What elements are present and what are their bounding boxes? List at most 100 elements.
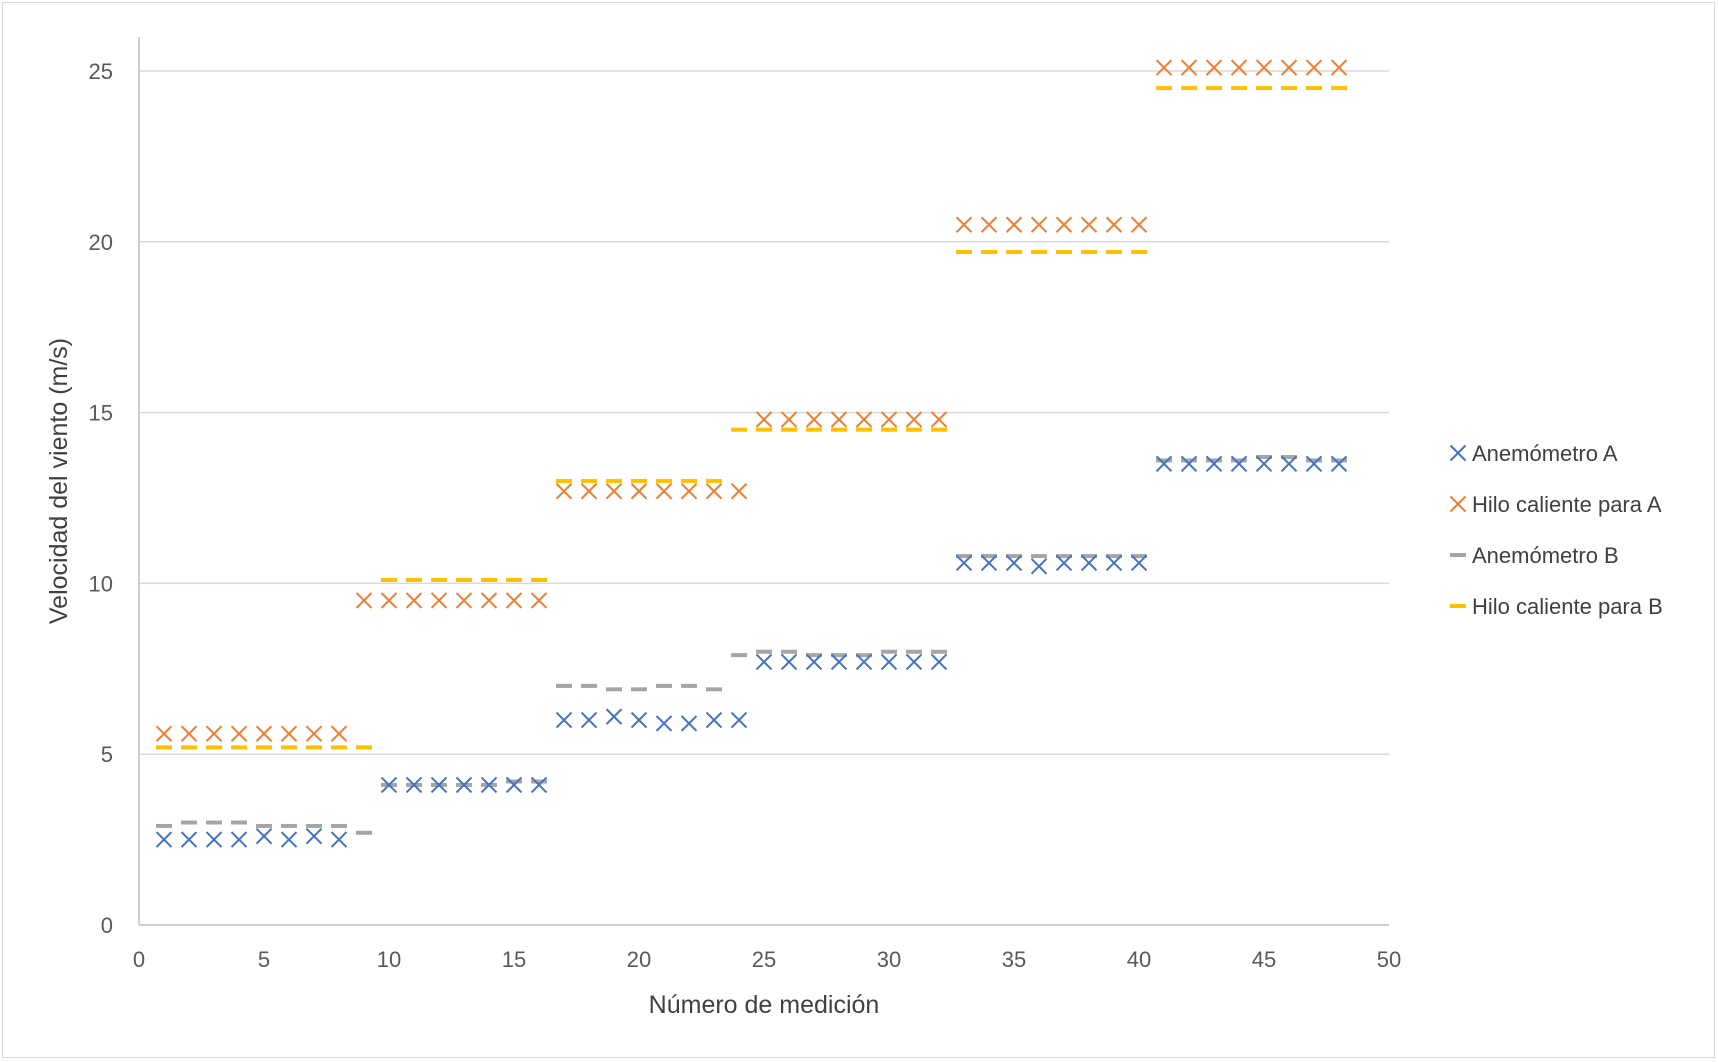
tick-labels: 0 5 10 15 20 25 0 5 10 15 20 25 30 35 40 45 50: [89, 59, 1402, 972]
data-point: [280, 725, 298, 742]
data-point: [530, 592, 548, 609]
data-point: [380, 776, 398, 794]
data-point: [780, 411, 798, 428]
data-point: [755, 411, 773, 428]
data-point: [605, 708, 623, 725]
data-point: [1330, 59, 1348, 76]
data-point: [1280, 59, 1298, 76]
data-point: [505, 592, 523, 609]
data-point: [1005, 554, 1023, 572]
data-point: [480, 776, 498, 794]
data-point: [180, 725, 198, 742]
data-point: [680, 482, 698, 500]
data-point: [305, 827, 323, 845]
data-point: [380, 592, 398, 609]
data-point: [955, 216, 973, 233]
data-point: [455, 776, 473, 794]
data-point: [155, 831, 173, 848]
data-point: [1105, 554, 1123, 572]
data-point: [230, 831, 248, 848]
data-point: [280, 831, 298, 848]
data-point: [405, 776, 423, 794]
data-point: [580, 482, 598, 500]
data-point: [1205, 455, 1223, 473]
data-point: [930, 653, 948, 671]
data-point: [230, 725, 248, 742]
data-point: [630, 482, 648, 500]
data-point: [255, 827, 273, 845]
data-point: [805, 411, 823, 428]
data-point: [655, 482, 673, 500]
data-point: [705, 482, 723, 500]
data-point: [455, 592, 473, 609]
data-point: [330, 831, 348, 848]
x-tick-label: 50: [1377, 947, 1401, 972]
x-tick-label: 5: [258, 947, 270, 972]
grid-lines: [139, 70, 1389, 755]
data-point: [655, 715, 673, 732]
data-point: [630, 711, 648, 729]
data-point: [855, 411, 873, 428]
data-point: [930, 411, 948, 428]
data-point: [980, 554, 998, 572]
series-0: [155, 455, 1348, 848]
data-point: [155, 725, 173, 742]
x-tick-label: 10: [377, 947, 401, 972]
data-point: [355, 592, 373, 609]
data-point: [605, 482, 623, 500]
data-point: [780, 653, 798, 671]
data-point: [880, 411, 898, 428]
legend-label: Hilo caliente para A: [1472, 492, 1662, 517]
legend-label: Anemómetro A: [1472, 441, 1618, 466]
data-point: [180, 831, 198, 848]
y-tick-label: 15: [89, 401, 113, 426]
data-point: [955, 554, 973, 572]
x-tick-label: 35: [1002, 947, 1026, 972]
data-point: [855, 653, 873, 671]
data-point: [430, 592, 448, 609]
y-tick-label: 0: [101, 913, 113, 938]
data-point: [1080, 554, 1098, 572]
data-marks: [155, 59, 1348, 848]
x-tick-label: 20: [627, 947, 651, 972]
x-tick-label: 45: [1252, 947, 1276, 972]
data-point: [555, 482, 573, 500]
data-point: [1255, 455, 1273, 473]
data-point: [755, 653, 773, 671]
data-point: [405, 592, 423, 609]
y-axis-title: Velocidad del viento (m/s): [45, 338, 73, 624]
data-point: [1230, 59, 1248, 76]
y-tick-label: 5: [101, 742, 113, 767]
legend-label: Hilo caliente para B: [1472, 594, 1663, 619]
data-point: [730, 711, 748, 729]
data-point: [730, 482, 748, 500]
legend-label: Anemómetro B: [1472, 543, 1619, 568]
y-tick-label: 10: [89, 571, 113, 596]
axes: [138, 37, 1389, 926]
data-point: [905, 653, 923, 671]
data-point: [430, 776, 448, 794]
data-point: [1105, 216, 1123, 233]
data-point: [680, 715, 698, 732]
data-point: [255, 725, 273, 742]
x-tick-label: 40: [1127, 947, 1151, 972]
x-tick-label: 30: [877, 947, 901, 972]
data-point: [1280, 455, 1298, 473]
data-point: [980, 216, 998, 233]
data-point: [505, 776, 523, 794]
data-point: [1305, 455, 1323, 473]
data-point: [1130, 554, 1148, 572]
legend-marker: [1449, 495, 1467, 513]
data-point: [905, 411, 923, 428]
data-point: [1130, 216, 1148, 233]
data-point: [1305, 59, 1323, 76]
series-3: [156, 86, 1347, 750]
x-tick-label: 15: [502, 947, 526, 972]
x-axis-title: Número de medición: [649, 991, 880, 1019]
data-point: [555, 711, 573, 729]
data-point: [1230, 455, 1248, 473]
data-point: [205, 725, 223, 742]
data-point: [1055, 216, 1073, 233]
data-point: [805, 653, 823, 671]
